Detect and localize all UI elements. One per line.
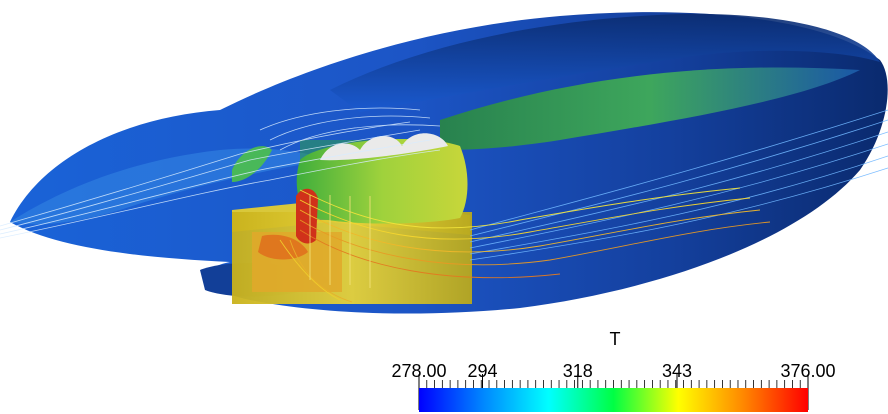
streamlines-hot [279,187,771,303]
scalar-bar-colormap [419,388,808,412]
side-vent [232,146,272,182]
nacelle-top-shade [330,13,880,112]
streamlines-cool [0,107,441,239]
tick-label: 294 [467,361,497,381]
scalar-bar-max-label: 376.00 [780,361,835,381]
exhaust-band [440,67,860,150]
tick-label: 318 [563,361,593,381]
hot-spot [296,188,318,244]
scalar-bar-title: T [610,329,621,349]
scalar-bar-min-label: 278.00 [391,361,446,381]
scalar-bar-legend: T 278.00 376.00 294 318 343 [391,329,836,412]
tick-label: 343 [662,361,692,381]
scalar-bar-minor-ticks [418,380,809,388]
combustor-drum [296,138,468,224]
cfd-render-view[interactable] [0,0,888,330]
